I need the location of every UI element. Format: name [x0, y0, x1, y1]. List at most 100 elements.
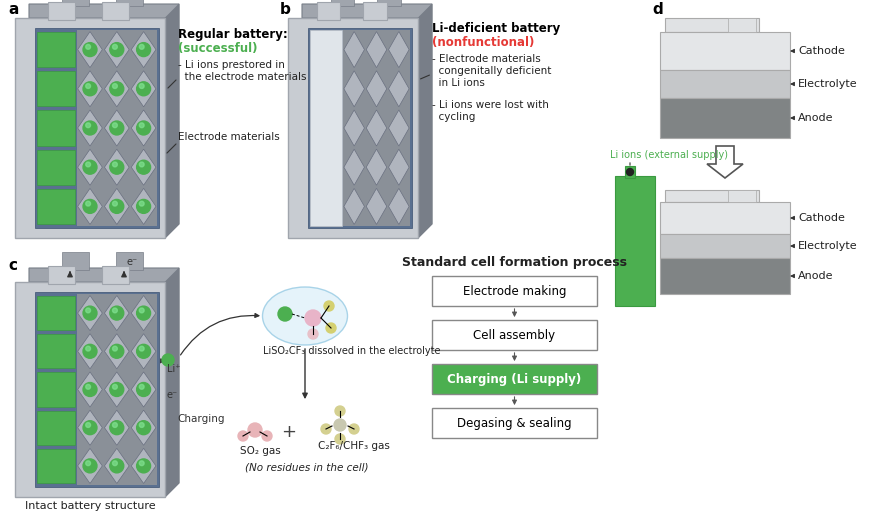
Bar [660, 258, 790, 294]
Text: Electrode making: Electrode making [462, 285, 566, 297]
Circle shape [86, 84, 90, 88]
Circle shape [113, 84, 117, 88]
Bar [308, 28, 412, 228]
Bar [660, 32, 790, 70]
Circle shape [139, 162, 144, 167]
Circle shape [136, 43, 151, 57]
Polygon shape [302, 4, 432, 238]
Text: congenitally deficient: congenitally deficient [432, 66, 551, 76]
Polygon shape [105, 410, 129, 445]
Text: Degasing & sealing: Degasing & sealing [457, 416, 571, 430]
Polygon shape [78, 296, 102, 331]
Circle shape [83, 421, 97, 435]
Polygon shape [131, 296, 156, 331]
Text: e⁻: e⁻ [167, 390, 178, 400]
Polygon shape [131, 188, 156, 224]
Circle shape [308, 329, 318, 339]
Polygon shape [78, 449, 102, 484]
Circle shape [83, 199, 97, 213]
Circle shape [335, 434, 345, 444]
Text: Standard cell formation process: Standard cell formation process [402, 256, 627, 269]
Circle shape [110, 344, 124, 358]
Text: c: c [8, 258, 17, 273]
Polygon shape [344, 188, 364, 224]
Bar [37, 334, 75, 368]
Polygon shape [105, 334, 129, 369]
Text: a: a [8, 2, 19, 17]
Circle shape [139, 423, 144, 427]
Circle shape [113, 162, 117, 167]
Circle shape [86, 162, 90, 167]
Polygon shape [105, 110, 129, 146]
Bar [62, 0, 89, 6]
Circle shape [136, 459, 151, 473]
Bar [432, 364, 597, 394]
Bar [15, 18, 165, 238]
Polygon shape [131, 110, 156, 146]
Polygon shape [78, 32, 102, 68]
Polygon shape [105, 372, 129, 407]
Bar [432, 276, 597, 306]
Circle shape [83, 160, 97, 174]
Polygon shape [344, 32, 364, 68]
Polygon shape [165, 268, 179, 497]
Circle shape [326, 323, 336, 333]
Text: cycling: cycling [432, 112, 476, 122]
Polygon shape [78, 149, 102, 185]
Text: Li⁺: Li⁺ [167, 364, 181, 375]
Polygon shape [78, 71, 102, 107]
Circle shape [113, 423, 117, 427]
Circle shape [248, 423, 262, 437]
Circle shape [110, 459, 124, 473]
Bar [102, 2, 129, 20]
Bar [316, 2, 340, 20]
Bar [48, 266, 75, 284]
Polygon shape [105, 188, 129, 224]
Polygon shape [78, 188, 102, 224]
Bar [48, 2, 75, 20]
Circle shape [113, 123, 117, 127]
Ellipse shape [262, 287, 347, 345]
Circle shape [83, 382, 97, 396]
Bar [432, 320, 597, 350]
Circle shape [83, 344, 97, 358]
Polygon shape [105, 149, 129, 185]
Text: in Li ions: in Li ions [432, 78, 485, 88]
Circle shape [139, 461, 144, 466]
Bar [35, 292, 159, 487]
Bar [37, 71, 75, 106]
Text: Charging: Charging [177, 414, 224, 424]
Bar [35, 28, 159, 228]
Bar [15, 282, 165, 497]
Polygon shape [707, 146, 743, 178]
Bar [660, 234, 790, 258]
Circle shape [113, 461, 117, 466]
Polygon shape [366, 110, 387, 146]
Circle shape [136, 121, 151, 135]
Bar [37, 449, 75, 483]
Text: the electrode materials: the electrode materials [178, 72, 307, 82]
Polygon shape [366, 188, 387, 224]
Polygon shape [131, 410, 156, 445]
Polygon shape [165, 4, 179, 238]
Circle shape [83, 82, 97, 96]
Bar [37, 411, 75, 445]
Bar [660, 70, 790, 98]
Circle shape [113, 385, 117, 389]
Bar [330, 0, 354, 6]
Bar [432, 408, 597, 438]
Polygon shape [131, 71, 156, 107]
Polygon shape [105, 449, 129, 484]
Circle shape [324, 301, 334, 311]
Circle shape [136, 382, 151, 396]
Circle shape [83, 459, 97, 473]
Bar [102, 266, 129, 284]
Circle shape [139, 44, 144, 49]
Polygon shape [389, 71, 409, 107]
Polygon shape [131, 334, 156, 369]
Text: - Li ions prestored in: - Li ions prestored in [178, 60, 285, 70]
Text: Cathode: Cathode [791, 213, 845, 223]
Text: LiSO₂CF₃ dissolved in the electrolyte: LiSO₂CF₃ dissolved in the electrolyte [263, 346, 440, 356]
Bar [727, 18, 756, 32]
Circle shape [83, 43, 97, 57]
